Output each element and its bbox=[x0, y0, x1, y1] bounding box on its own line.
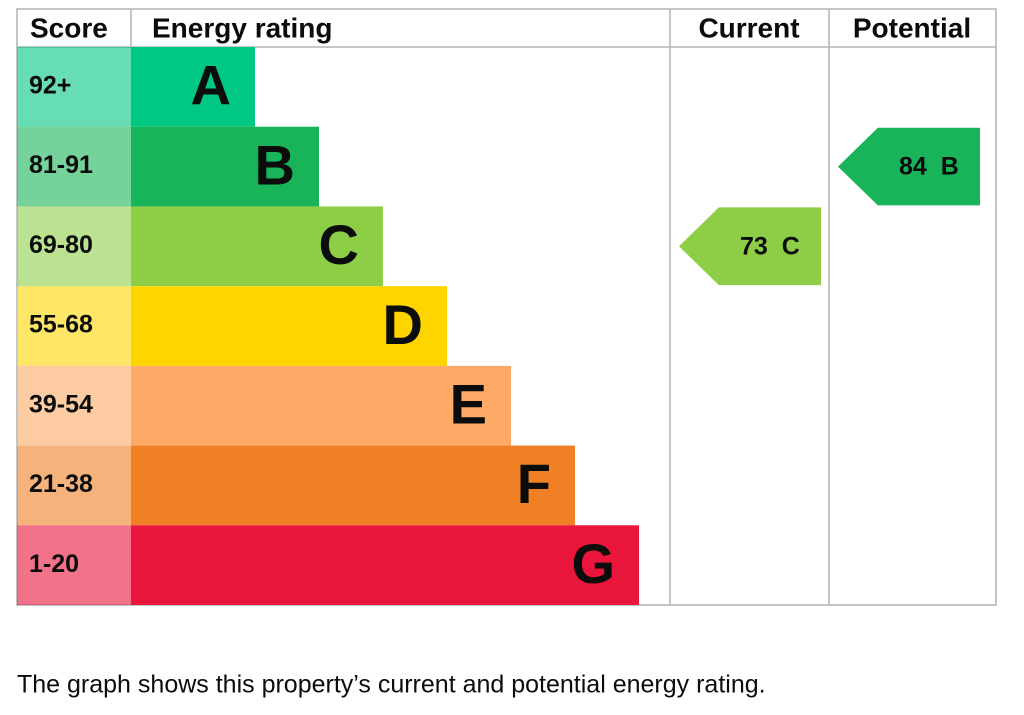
score-cell bbox=[17, 206, 131, 287]
score-range: 55-68 bbox=[29, 311, 93, 339]
rating-letter: C bbox=[319, 213, 359, 276]
rating-bar bbox=[131, 47, 255, 127]
score-cell bbox=[17, 365, 131, 446]
current-arrow bbox=[679, 207, 821, 286]
caption: The graph shows this property’s current … bbox=[17, 671, 766, 699]
score-cell bbox=[17, 126, 131, 207]
rating-letter: F bbox=[517, 452, 551, 515]
rating-letter: E bbox=[450, 373, 487, 436]
rating-letter: B bbox=[255, 133, 295, 196]
score-range: 39-54 bbox=[29, 390, 93, 418]
rating-letter: A bbox=[191, 54, 231, 117]
potential-label: 84 B bbox=[899, 152, 959, 180]
current-letter: C bbox=[782, 232, 800, 260]
score-range: 1-20 bbox=[29, 550, 79, 578]
header-rating: Energy rating bbox=[152, 12, 332, 43]
potential-score: 84 bbox=[899, 152, 927, 180]
score-range: 92+ bbox=[29, 71, 71, 99]
rating-letter: G bbox=[571, 532, 615, 595]
score-range: 21-38 bbox=[29, 470, 93, 498]
score-cell bbox=[17, 286, 131, 366]
rating-bar bbox=[131, 126, 319, 207]
rating-bar bbox=[131, 525, 639, 605]
score-cell bbox=[17, 445, 131, 526]
header-potential: Potential bbox=[853, 12, 971, 43]
rating-bar bbox=[131, 206, 383, 287]
rating-letter: D bbox=[383, 293, 423, 356]
score-range: 81-91 bbox=[29, 151, 93, 179]
score-range: 69-80 bbox=[29, 231, 93, 259]
score-cell bbox=[17, 525, 131, 605]
rating-bar bbox=[131, 286, 447, 366]
potential-arrow bbox=[838, 127, 980, 206]
current-label: 73 C bbox=[740, 232, 800, 260]
header-score: Score bbox=[30, 12, 108, 43]
rating-bar bbox=[131, 365, 511, 446]
current-score: 73 bbox=[740, 232, 768, 260]
header-current: Current bbox=[698, 12, 799, 43]
rating-bar bbox=[131, 445, 575, 526]
score-cell bbox=[17, 47, 131, 127]
potential-letter: B bbox=[941, 152, 959, 180]
